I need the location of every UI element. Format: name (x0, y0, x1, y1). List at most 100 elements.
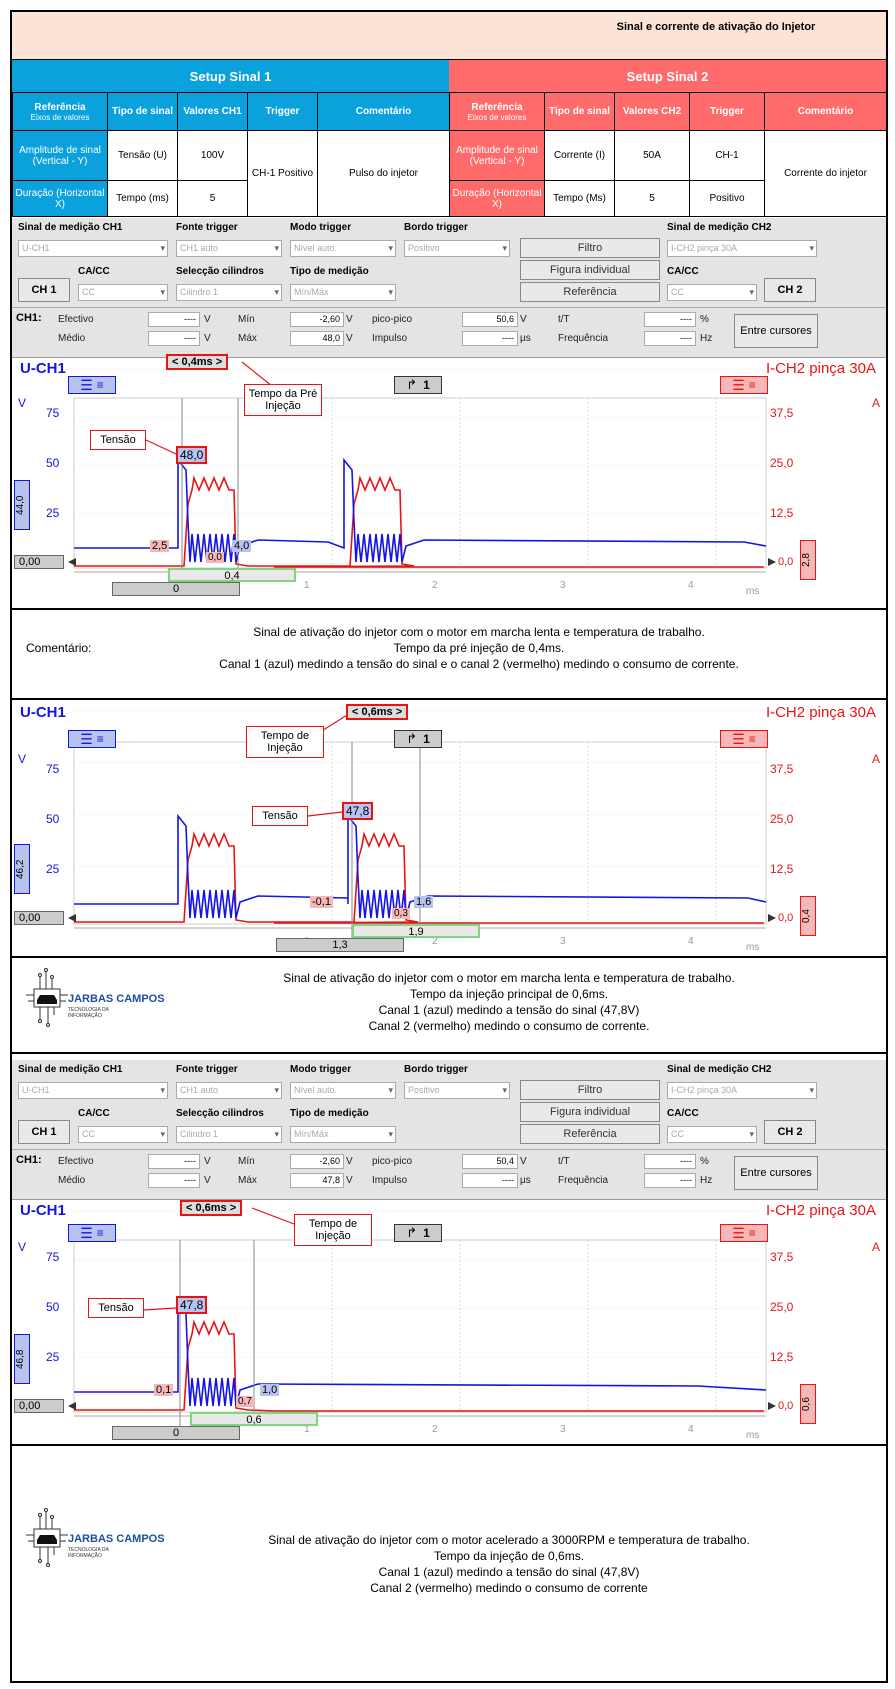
between-cursors-button[interactable]: Entre cursores (734, 314, 818, 348)
measure-type-select[interactable]: Mín/Máx (290, 1126, 396, 1143)
trigger-source-select[interactable]: CH1 auto (176, 1082, 282, 1099)
ch1-button[interactable]: CH 1 (18, 1120, 70, 1144)
ch1-zoom-icon[interactable]: ☰ (80, 1224, 93, 1241)
comment-3-line-3: Canal 1 (azul) medindo a tensão do sinal… (378, 1565, 640, 1579)
ch1-zoom-icon[interactable]: ☰ (80, 376, 93, 393)
logo-jarbas-campos: JARBAS CAMPOS TECNOLOGIA DA INFORMAÇÃO (24, 967, 184, 1037)
cacc-ch2-select[interactable]: CC (667, 1126, 757, 1143)
cursor-a-position[interactable]: 1,3 (276, 938, 404, 952)
max-value: 48,0 (290, 331, 344, 346)
reference-button[interactable]: Referência (520, 282, 660, 302)
s2-row1-type: Corrente (I) (544, 130, 615, 181)
trigger-mode-select[interactable]: Nível auto. (290, 1082, 396, 1099)
single-figure-button[interactable]: Figura individual (520, 1102, 660, 1122)
cylinder-select[interactable]: Cilindro 1 (176, 284, 282, 301)
x-tick: 4 (688, 580, 694, 591)
ch2-zoom-icon[interactable]: ☰ (732, 376, 745, 393)
ch2-move-icon[interactable]: ≡ (748, 378, 756, 392)
ch2-signal-select[interactable]: I-CH2 pinça 30A (667, 1082, 817, 1099)
label-trigger-mode: Modo trigger (290, 222, 352, 233)
average-label: Médio (58, 1175, 86, 1186)
ch1-button[interactable]: CH 1 (18, 278, 70, 302)
rising-edge-icon: ↱ (406, 731, 418, 746)
trigger-edge-select[interactable]: Positivo (404, 1082, 510, 1099)
ch2-move-icon[interactable]: ≡ (748, 1226, 756, 1240)
s2-row1-trigger: CH-1 (689, 130, 765, 181)
measure-type-select[interactable]: Mín/Máx (290, 284, 396, 301)
divider (12, 698, 886, 700)
setup-signal-2-header: Setup Sinal 2 (449, 60, 886, 92)
cacc-ch2-select[interactable]: CC (667, 284, 757, 301)
unit-v: V (346, 1156, 353, 1167)
ch1-trace-label: U-CH1 (20, 704, 66, 721)
ch2-current-trace (74, 475, 764, 568)
min-value: -2,60 (290, 1154, 344, 1169)
ch2-zoom-icon[interactable]: ☰ (732, 730, 745, 747)
single-figure-button[interactable]: Figura individual (520, 260, 660, 280)
s2-col-ref: Referência Eixos de valores (449, 92, 545, 131)
cursor-b-position[interactable]: 0,6 (190, 1412, 318, 1426)
cursor-ch1-value: 4,0 (232, 540, 252, 552)
cursor-a-position[interactable]: 0 (112, 1426, 240, 1440)
ch2-signal-select[interactable]: I-CH2 pinça 30A (667, 240, 817, 257)
ch2-scale-buttons[interactable]: ☰ ≡ (720, 376, 768, 394)
trigger-source-select[interactable]: CH1 auto (176, 240, 282, 257)
ch1-signal-select[interactable]: U-CH1 (18, 1082, 168, 1099)
trigger-indicator[interactable]: ↱ 1 (394, 376, 442, 394)
y-unit-v: V (18, 1240, 27, 1254)
y-tick-left: 50 (46, 812, 60, 826)
tt-label: t/T (558, 1156, 570, 1167)
ch2-button[interactable]: CH 2 (764, 1120, 816, 1144)
trigger-edge-select[interactable]: Positivo (404, 240, 510, 257)
ch2-scale-buttons[interactable]: ☰ ≡ (720, 1224, 768, 1242)
filter-button[interactable]: Filtro (520, 1080, 660, 1100)
reference-button[interactable]: Referência (520, 1124, 660, 1144)
ch2-button[interactable]: CH 2 (764, 278, 816, 302)
s2-col-values: Valores CH2 (614, 92, 690, 131)
trigger-mode-select[interactable]: Nível auto. (290, 240, 396, 257)
callout-tension: Tensão (90, 430, 146, 450)
s2-row2-trigger: Positivo (689, 180, 765, 217)
tt-value: ---- (644, 1154, 696, 1169)
ch2-zoom-icon[interactable]: ☰ (732, 1224, 745, 1241)
divider (12, 1444, 886, 1446)
ch1-scale-buttons[interactable]: ☰ ≡ (68, 1224, 116, 1242)
cacc-select[interactable]: CC (78, 284, 168, 301)
ch1-zoom-icon[interactable]: ☰ (80, 730, 93, 747)
between-cursors-button[interactable]: Entre cursores (734, 1156, 818, 1190)
label-ch2-signal: Sinal de medição CH2 (667, 222, 772, 233)
ch2-current-trace (74, 1319, 764, 1412)
label-measure-type: Tipo de medição (290, 266, 369, 277)
filter-button[interactable]: Filtro (520, 238, 660, 258)
y-tick-right: 37,5 (770, 762, 794, 776)
ch1-move-icon[interactable]: ≡ (96, 732, 104, 746)
ch1-move-icon[interactable]: ≡ (96, 1226, 104, 1240)
ch1-scale-buttons[interactable]: ☰ ≡ (68, 376, 116, 394)
min-label: Mín (238, 1156, 255, 1167)
y-tick-left: 25 (46, 506, 60, 520)
ch2-scale-buttons[interactable]: ☰ ≡ (720, 730, 768, 748)
y-tick-right: 37,5 (770, 1250, 794, 1264)
label-trigger-mode: Modo trigger (290, 1064, 352, 1075)
document-page: Sinal e corrente de ativação do Injetor … (10, 10, 888, 1683)
y-tick-left: 75 (46, 406, 60, 420)
rising-edge-icon: ↱ (406, 1225, 418, 1240)
ch1-move-icon[interactable]: ≡ (96, 378, 104, 392)
trigger-indicator[interactable]: ↱ 1 (394, 730, 442, 748)
cylinder-select[interactable]: Cilindro 1 (176, 1126, 282, 1143)
cursor-a-position[interactable]: 0 (112, 582, 240, 596)
ch1-signal-select[interactable]: U-CH1 (18, 240, 168, 257)
divider (12, 1052, 886, 1054)
cursor-b-position[interactable]: 1,9 (352, 924, 480, 938)
cursor-time-readout: < 0,4ms > (166, 354, 229, 370)
comment-1-line-2: Tempo da pré injeção de 0,4ms. (393, 641, 565, 655)
ch2-move-icon[interactable]: ≡ (748, 732, 756, 746)
unit-v: V (204, 1156, 211, 1167)
trigger-indicator[interactable]: ↱ 1 (394, 1224, 442, 1242)
ch2-trace-label: I-CH2 pinça 30A (765, 1202, 876, 1219)
cursor-b-position[interactable]: 0,4 (168, 568, 296, 582)
ch2-trace-label: I-CH2 pinça 30A (765, 704, 876, 721)
cacc-select[interactable]: CC (78, 1126, 168, 1143)
ch1-scale-buttons[interactable]: ☰ ≡ (68, 730, 116, 748)
y-unit-a: A (871, 396, 880, 410)
